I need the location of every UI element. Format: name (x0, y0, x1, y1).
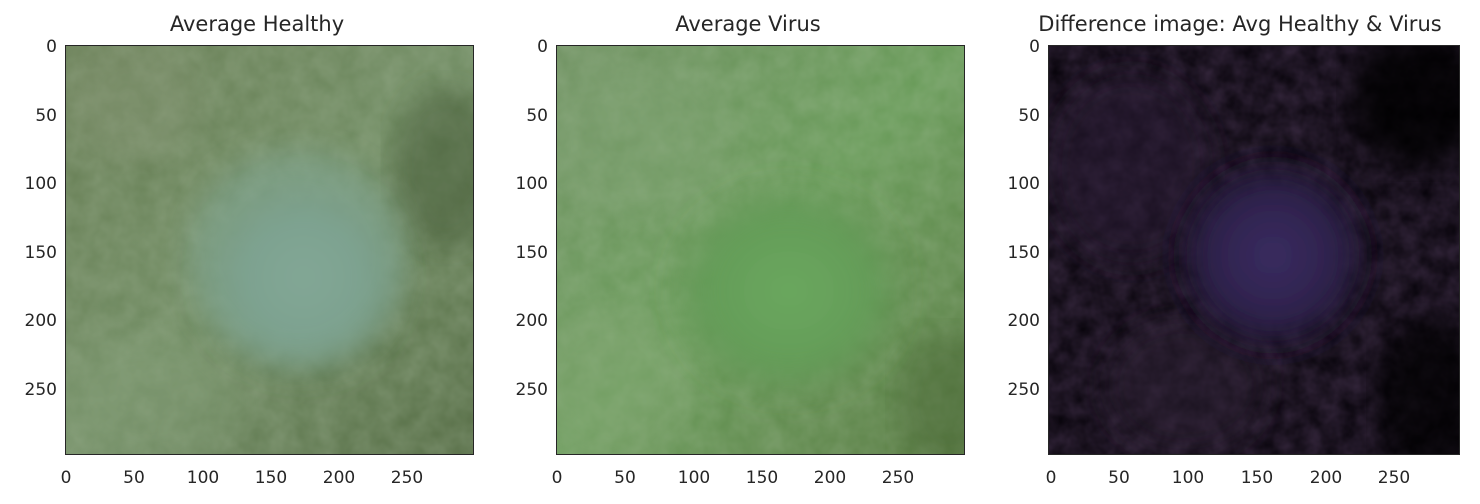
ytick-label: 150 (515, 243, 548, 263)
ytick-label: 100 (24, 174, 57, 194)
ytick-label: 0 (46, 37, 57, 57)
ytick-label: 100 (515, 174, 548, 194)
difference-image (1048, 45, 1460, 455)
xtick-label: 200 (813, 468, 847, 488)
xtick-label: 50 (1108, 468, 1130, 488)
xtick-label: 250 (881, 468, 915, 488)
ytick-label: 200 (515, 311, 548, 331)
ytick-label: 250 (1007, 380, 1040, 400)
xtick-label: 100 (677, 468, 711, 488)
ytick-label: 50 (35, 106, 57, 126)
ytick-label: 250 (24, 380, 57, 400)
average-healthy-image-svg (66, 46, 473, 454)
xtick-label: 100 (1171, 468, 1205, 488)
xtick-label: 100 (186, 468, 220, 488)
panel-title: Difference image: Avg Healthy & Virus (1038, 12, 1442, 36)
xtick-label: 0 (1045, 468, 1057, 488)
xtick-label: 250 (390, 468, 424, 488)
ytick-label: 250 (515, 380, 548, 400)
xtick-label: 200 (1309, 468, 1343, 488)
average-healthy-image (65, 45, 474, 455)
ytick-label: 200 (1007, 311, 1040, 331)
xtick-label: 50 (123, 468, 145, 488)
panel-title: Average Healthy (169, 12, 345, 36)
panel-title: Average Virus (675, 12, 821, 36)
xtick-label: 50 (614, 468, 636, 488)
ytick-label: 0 (537, 37, 548, 57)
ytick-label: 150 (1007, 243, 1040, 263)
ytick-label: 50 (1018, 106, 1040, 126)
xtick-label: 250 (1377, 468, 1411, 488)
xtick-label: 200 (322, 468, 356, 488)
xtick-label: 0 (551, 468, 563, 488)
ytick-label: 200 (24, 311, 57, 331)
average-virus-image (556, 45, 965, 455)
ytick-label: 100 (1007, 174, 1040, 194)
difference-image-svg (1049, 46, 1459, 454)
panel-average-virus: Average Virus (513, 0, 965, 504)
xtick-label: 150 (745, 468, 779, 488)
panel-difference-image: Difference image: Avg Healthy & Virus (1005, 0, 1460, 504)
xtick-label: 150 (254, 468, 288, 488)
xtick-label: 150 (1240, 468, 1274, 488)
xtick-label: 0 (60, 468, 72, 488)
ytick-label: 50 (526, 106, 548, 126)
average-virus-image-svg (557, 46, 964, 454)
panel-average-healthy: Average Healthy (22, 0, 474, 504)
ytick-label: 0 (1029, 37, 1040, 57)
ytick-label: 150 (24, 243, 57, 263)
